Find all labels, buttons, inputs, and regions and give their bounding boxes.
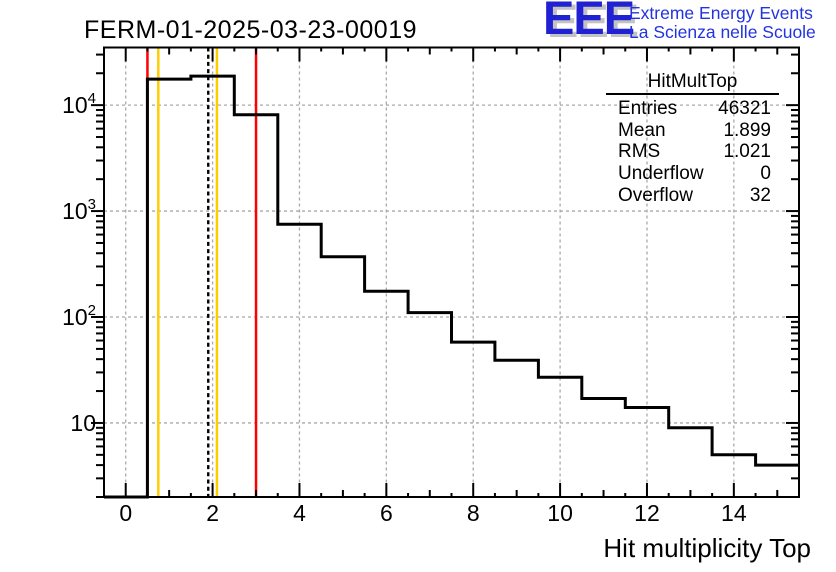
stats-label: Overflow bbox=[618, 184, 693, 206]
x-tick-label: 2 bbox=[206, 500, 219, 526]
eee-logo-line1: Extreme Energy Events bbox=[629, 3, 813, 23]
stats-row-underflow: Underflow 0 bbox=[618, 163, 771, 185]
stats-value: 32 bbox=[749, 184, 771, 206]
histogram-step-line bbox=[104, 74, 799, 499]
stats-value: 1.021 bbox=[723, 141, 771, 163]
x-tick-label: 10 bbox=[547, 500, 573, 526]
stats-value: 46321 bbox=[718, 98, 771, 119]
x-tick-label: 12 bbox=[634, 500, 660, 526]
x-axis-title: Hit multiplicity Top bbox=[603, 533, 811, 563]
stats-row-mean: Mean 1.899 bbox=[618, 120, 771, 142]
stats-label: Entries bbox=[618, 98, 678, 119]
stats-box: HitMultTop Entries 46321 Mean 1.899 RMS … bbox=[606, 71, 779, 206]
y-tick-label: 103 bbox=[62, 196, 96, 224]
stats-label: Mean bbox=[618, 119, 666, 141]
stats-value: 0 bbox=[760, 163, 771, 185]
stats-row-overflow: Overflow 32 bbox=[618, 185, 771, 207]
stats-label: Underflow bbox=[618, 163, 704, 185]
eee-logo-line2: La Scienza nelle Scuole bbox=[629, 22, 816, 42]
x-tick-label: 4 bbox=[293, 500, 306, 526]
x-tick-label: 14 bbox=[721, 500, 747, 526]
stats-title: HitMultTop bbox=[606, 71, 779, 95]
stats-row-entries: Entries 46321 bbox=[618, 98, 771, 120]
x-tick-label: 0 bbox=[119, 500, 132, 526]
plot-title: FERM-01-2025-03-23-00019 bbox=[84, 16, 418, 44]
y-tick-label: 104 bbox=[62, 90, 96, 118]
eee-logo-letters: EEE bbox=[543, 0, 635, 44]
x-tick-label: 8 bbox=[467, 500, 480, 526]
eee-logo: EEE Extreme Energy Events La Scienza nel… bbox=[543, 0, 833, 50]
stats-rows: Entries 46321 Mean 1.899 RMS 1.021 Under… bbox=[606, 95, 779, 206]
y-tick-label: 10 bbox=[70, 410, 96, 436]
stats-value: 1.899 bbox=[723, 119, 771, 141]
x-tick-label: 6 bbox=[380, 500, 393, 526]
stats-row-rms: RMS 1.021 bbox=[618, 141, 771, 163]
stats-label: RMS bbox=[618, 141, 661, 163]
y-tick-label: 102 bbox=[62, 302, 96, 330]
